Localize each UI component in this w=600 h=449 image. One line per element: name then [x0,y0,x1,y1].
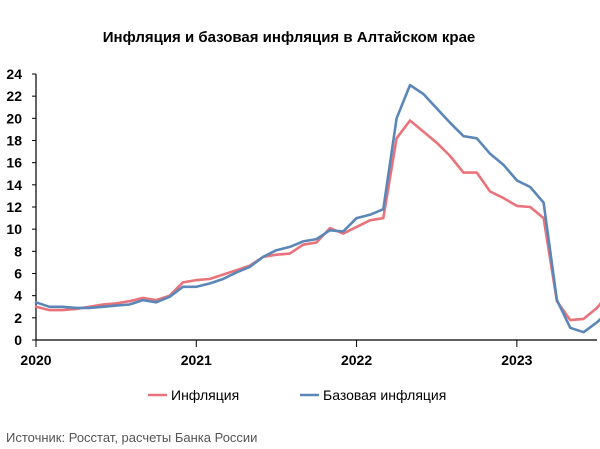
chart-legend: Инфляция Базовая инфляция [148,387,446,403]
chart-axes [35,74,597,341]
x-tick-label: 2021 [181,352,212,368]
chart-series [34,83,600,334]
y-tick-label: 22 [6,88,22,104]
y-tick-label: 2 [14,310,22,326]
y-tick-label: 4 [14,288,22,304]
y-tick-label: 18 [6,133,22,149]
chart-title: Инфляция и базовая инфляция в Алтайском … [103,29,476,46]
y-tick-label: 8 [14,243,22,259]
y-tick-label: 10 [6,221,22,237]
source-note: Источник: Росстат, расчеты Банка России [6,430,257,445]
y-tick-label: 20 [6,110,22,126]
x-tick-label: 2022 [341,352,372,368]
series-line-1 [34,119,600,322]
x-tick-label: 2023 [501,352,532,368]
legend-label-2: Базовая инфляция [323,387,446,403]
x-axis-ticks: 2020 2021 2022 2023 [20,340,533,368]
y-tick-label: 16 [6,155,22,171]
y-tick-label: 24 [6,66,22,82]
x-tick-label: 2020 [20,352,51,368]
legend-label-1: Инфляция [171,387,239,403]
series-line-2 [34,83,600,334]
y-tick-label: 12 [6,199,22,215]
y-tick-label: 0 [14,332,22,348]
y-tick-label: 6 [14,266,22,282]
y-tick-label: 14 [6,177,22,193]
